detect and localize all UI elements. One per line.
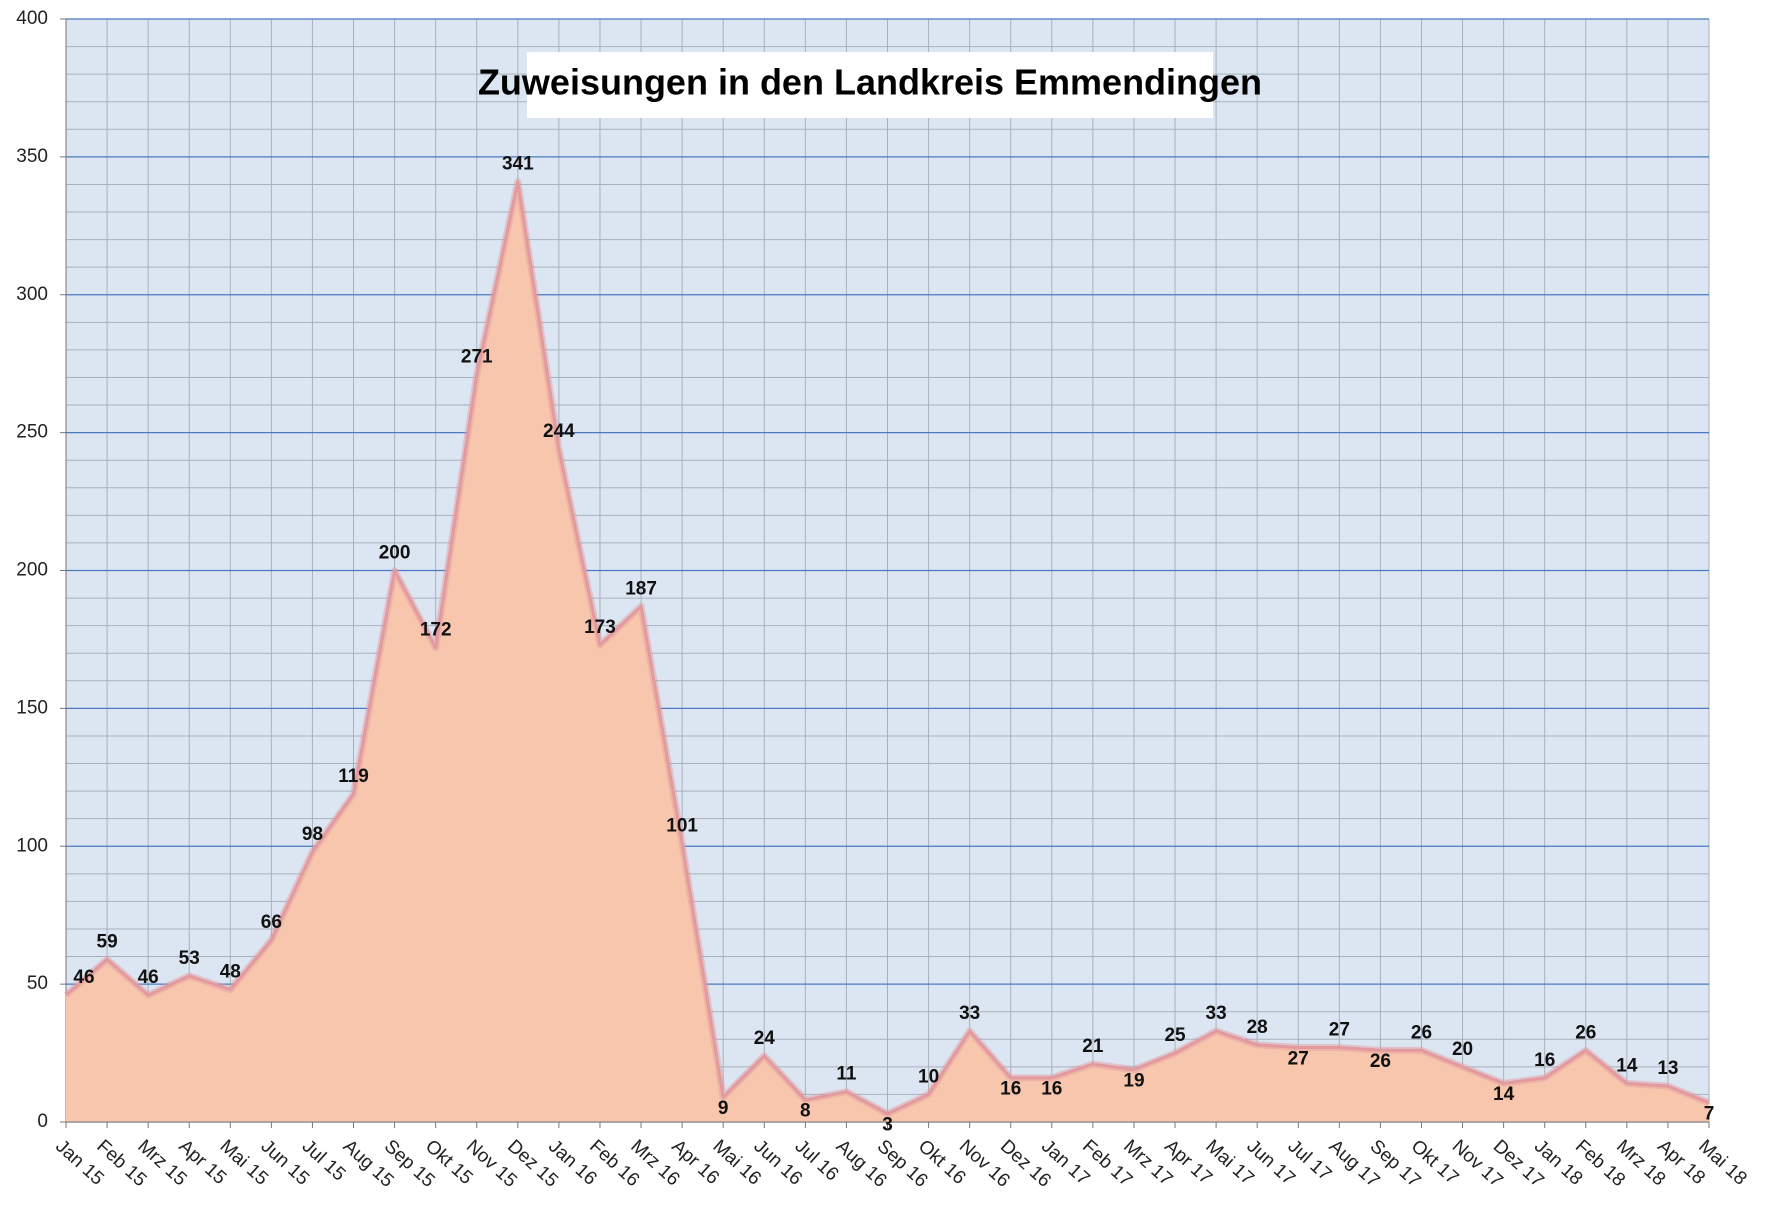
value-label: 187 bbox=[625, 578, 657, 599]
value-label: 26 bbox=[1575, 1022, 1596, 1043]
value-label: 28 bbox=[1247, 1017, 1268, 1038]
value-label: 19 bbox=[1123, 1070, 1144, 1091]
y-tick-label: 250 bbox=[16, 422, 48, 443]
value-label: 53 bbox=[179, 948, 200, 969]
value-label: 46 bbox=[73, 967, 94, 988]
value-label: 27 bbox=[1288, 1048, 1309, 1069]
y-tick-label: 200 bbox=[16, 560, 48, 581]
value-label: 172 bbox=[420, 620, 452, 641]
value-label: 33 bbox=[959, 1003, 980, 1024]
value-label: 3 bbox=[882, 1115, 893, 1136]
value-label: 25 bbox=[1164, 1025, 1186, 1046]
value-label: 16 bbox=[1000, 1079, 1021, 1100]
area bbox=[66, 181, 1709, 1122]
y-tick-label: 350 bbox=[16, 146, 48, 167]
value-label: 27 bbox=[1329, 1020, 1350, 1041]
y-tick-label: 50 bbox=[27, 973, 48, 994]
y-tick-label: 150 bbox=[16, 697, 48, 718]
value-label: 21 bbox=[1082, 1036, 1104, 1057]
value-label: 20 bbox=[1452, 1039, 1473, 1060]
value-label: 119 bbox=[338, 766, 369, 787]
value-label: 341 bbox=[502, 154, 534, 175]
value-label: 13 bbox=[1657, 1058, 1678, 1079]
value-label: 10 bbox=[918, 1066, 939, 1087]
value-label: 9 bbox=[718, 1098, 729, 1119]
value-label: 101 bbox=[666, 815, 698, 836]
chart-title: Zuweisungen in den Landkreis Emmendingen bbox=[478, 62, 1262, 103]
title-box bbox=[527, 52, 1213, 118]
value-label: 46 bbox=[138, 967, 159, 988]
y-tick-label: 300 bbox=[16, 284, 48, 305]
value-label: 14 bbox=[1616, 1055, 1638, 1076]
value-label: 16 bbox=[1041, 1079, 1062, 1100]
value-label: 26 bbox=[1370, 1051, 1391, 1072]
value-label: 66 bbox=[261, 912, 282, 933]
value-label: 271 bbox=[461, 347, 493, 368]
value-label: 200 bbox=[379, 543, 411, 564]
value-label: 26 bbox=[1411, 1022, 1432, 1043]
y-tick-label: 0 bbox=[37, 1111, 48, 1132]
value-label: 98 bbox=[302, 824, 323, 845]
value-label: 48 bbox=[220, 962, 241, 983]
value-label: 59 bbox=[97, 931, 118, 952]
value-label: 14 bbox=[1493, 1084, 1515, 1105]
value-label: 16 bbox=[1534, 1050, 1555, 1071]
area-line bbox=[65, 180, 1710, 1116]
value-label: 24 bbox=[754, 1028, 776, 1049]
value-label: 8 bbox=[800, 1101, 811, 1122]
y-tick-label: 100 bbox=[16, 835, 48, 856]
value-label: 244 bbox=[543, 421, 575, 442]
y-tick-label: 400 bbox=[16, 8, 48, 29]
value-label: 33 bbox=[1206, 1003, 1227, 1024]
value-label: 11 bbox=[836, 1064, 857, 1085]
value-label: 7 bbox=[1704, 1103, 1715, 1124]
value-label: 173 bbox=[584, 617, 616, 638]
